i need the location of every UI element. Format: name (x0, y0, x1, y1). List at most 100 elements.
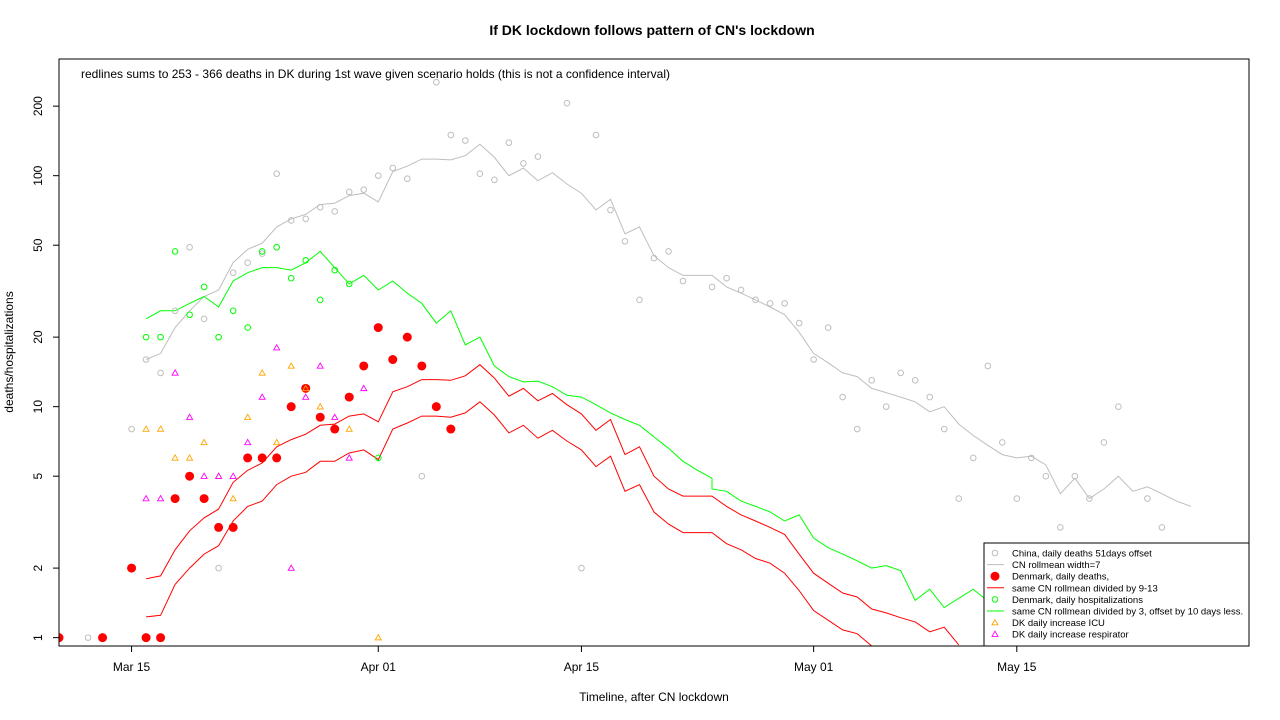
data-point-0-29 (534, 153, 542, 160)
chart-title: If DK lockdown follows pattern of CN's l… (489, 22, 814, 38)
data-point-0-4 (171, 307, 179, 315)
data-point-0-16 (345, 188, 353, 196)
data-point-2-16 (330, 424, 340, 434)
data-point-6-11 (301, 384, 310, 392)
data-point-0-32 (592, 131, 600, 139)
legend-symbol-2 (990, 571, 1000, 581)
data-point-0-21 (418, 472, 426, 480)
legend-label-0: China, daily deaths 51days offset (1012, 549, 1152, 560)
data-point-4-2 (171, 248, 179, 255)
legend-symbol-4 (991, 596, 999, 603)
data-point-6-10 (287, 362, 295, 369)
legend-label-1: CN rollmean width=7 (1012, 560, 1100, 571)
y-tick-label-3: 10 (31, 400, 45, 414)
data-point-6-1 (156, 425, 165, 432)
data-point-0-18 (374, 172, 382, 179)
data-point-0-49 (853, 425, 861, 433)
data-point-0-8 (229, 269, 237, 277)
data-point-2-12 (272, 453, 282, 463)
data-point-7-4 (200, 472, 208, 479)
data-point-2-1 (98, 633, 108, 643)
data-point-0-13 (302, 215, 310, 223)
x-tick-label-4: May 15 (997, 660, 1037, 674)
series-line-1 (145, 143, 1192, 507)
data-point-6-0 (142, 425, 150, 432)
data-point-0-19 (389, 164, 397, 172)
data-point-0-2 (142, 356, 150, 363)
data-point-0-68 (1144, 495, 1151, 502)
data-point-0-10 (258, 250, 266, 257)
x-axis-label: Timeline, after CN lockdown (579, 690, 729, 704)
data-point-4-11 (302, 257, 310, 264)
data-point-0-66 (1100, 439, 1108, 446)
data-point-2-10 (243, 453, 253, 463)
data-point-4-7 (244, 324, 251, 331)
data-point-0-61 (1028, 454, 1035, 462)
data-point-2-9 (228, 522, 238, 532)
data-point-2-21 (402, 332, 412, 342)
data-point-0-52 (897, 369, 905, 377)
data-point-2-15 (315, 412, 325, 422)
data-point-0-45 (795, 319, 803, 327)
data-point-7-12 (316, 362, 324, 369)
data-point-2-20 (388, 355, 398, 365)
data-point-0-1 (128, 425, 135, 433)
data-point-7-2 (171, 368, 179, 376)
data-point-6-6 (229, 494, 237, 502)
data-point-0-0 (84, 634, 92, 641)
data-point-0-24 (462, 137, 469, 144)
data-point-4-15 (374, 454, 382, 462)
data-point-0-30 (563, 99, 571, 107)
data-point-2-4 (156, 633, 166, 643)
data-point-6-14 (374, 633, 383, 641)
data-point-0-38 (679, 277, 687, 285)
data-point-0-17 (360, 186, 368, 193)
x-tick-label-2: Apr 15 (564, 660, 600, 674)
series-line-lower-3 (146, 401, 873, 646)
data-point-0-62 (1042, 472, 1050, 480)
data-point-6-7 (243, 413, 252, 420)
data-point-4-8 (258, 248, 266, 255)
legend-label-6: DK daily increase ICU (1012, 618, 1105, 629)
data-point-0-48 (839, 393, 846, 401)
legend-label-7: DK daily increase respirator (1012, 630, 1129, 641)
legend-box (983, 542, 1250, 647)
data-point-4-3 (186, 311, 193, 319)
data-point-4-0 (142, 333, 150, 341)
data-point-0-26 (491, 176, 498, 184)
plot-frame (58, 58, 1250, 647)
data-point-6-4 (200, 438, 208, 446)
data-point-4-4 (200, 283, 208, 291)
data-point-7-3 (185, 413, 194, 420)
data-point-0-50 (868, 377, 875, 384)
data-point-0-64 (1071, 472, 1079, 480)
data-point-0-39 (708, 283, 716, 291)
data-point-0-34 (621, 237, 629, 245)
data-point-2-19 (373, 323, 383, 333)
y-tick-label-0: 1 (31, 634, 45, 641)
data-point-0-23 (447, 131, 455, 139)
series-line-5 (145, 250, 1018, 609)
data-point-0-60 (1013, 495, 1021, 502)
data-point-6-12 (316, 402, 324, 410)
data-point-4-9 (273, 243, 280, 251)
data-point-7-7 (243, 438, 252, 446)
series-line-upper-3 (146, 364, 960, 646)
x-axis: Mar 15 Apr 01 Apr 15 May 01 May 15 (113, 646, 1037, 674)
data-point-0-36 (650, 254, 658, 262)
data-point-2-22 (417, 361, 427, 371)
data-point-2-8 (214, 522, 224, 532)
data-point-0-11 (273, 170, 280, 177)
data-point-2-17 (344, 392, 354, 402)
data-point-0-54 (926, 393, 934, 401)
x-tick-label-3: May 01 (794, 660, 834, 674)
data-point-0-31 (578, 564, 585, 572)
data-point-0-69 (1158, 524, 1166, 531)
data-point-2-0 (59, 633, 64, 643)
data-point-4-13 (331, 266, 339, 274)
data-point-4-6 (229, 307, 237, 315)
data-point-0-5 (186, 243, 193, 251)
data-point-0-51 (882, 403, 890, 410)
data-point-2-5 (170, 494, 180, 504)
